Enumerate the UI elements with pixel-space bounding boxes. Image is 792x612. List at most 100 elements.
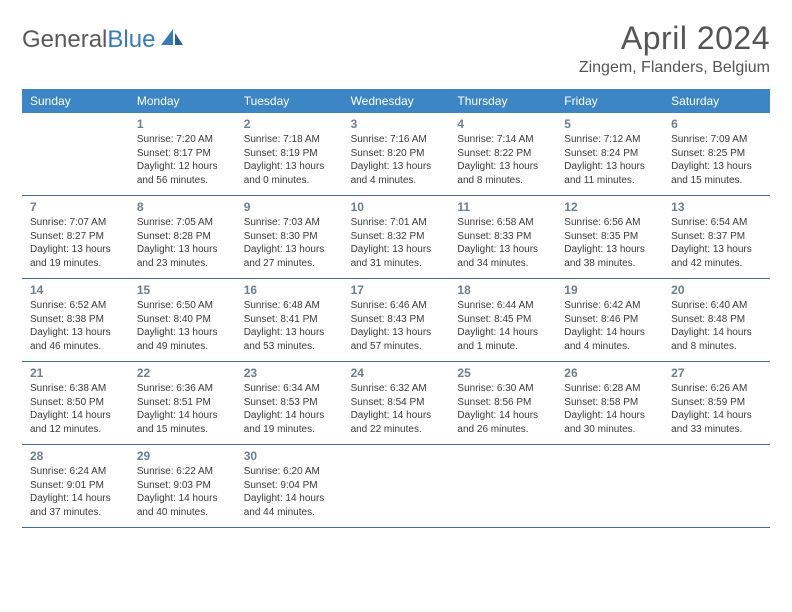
sunrise-line: Sunrise: 7:12 AM — [564, 133, 657, 147]
day-number: 1 — [137, 116, 230, 132]
day-cell: 10Sunrise: 7:01 AMSunset: 8:32 PMDayligh… — [343, 196, 450, 278]
day-cell: 25Sunrise: 6:30 AMSunset: 8:56 PMDayligh… — [449, 362, 556, 444]
dayname-header: Saturday — [663, 89, 770, 113]
sunset-line: Sunset: 8:50 PM — [30, 396, 123, 410]
daylight-line-2: and 22 minutes. — [351, 423, 444, 437]
day-cell: 9Sunrise: 7:03 AMSunset: 8:30 PMDaylight… — [236, 196, 343, 278]
sunrise-line: Sunrise: 7:14 AM — [457, 133, 550, 147]
weeks-container: 1Sunrise: 7:20 AMSunset: 8:17 PMDaylight… — [22, 113, 770, 528]
sunrise-line: Sunrise: 6:22 AM — [137, 465, 230, 479]
sunset-line: Sunset: 8:37 PM — [671, 230, 764, 244]
sunrise-line: Sunrise: 6:52 AM — [30, 299, 123, 313]
daylight-line-2: and 1 minute. — [457, 340, 550, 354]
header: GeneralBlue April 2024 Zingem, Flanders,… — [22, 20, 770, 77]
daylight-line-2: and 38 minutes. — [564, 257, 657, 271]
day-number: 24 — [351, 365, 444, 381]
daylight-line-1: Daylight: 13 hours — [351, 243, 444, 257]
dayname-header: Friday — [556, 89, 663, 113]
sunset-line: Sunset: 8:24 PM — [564, 147, 657, 161]
daylight-line-2: and 56 minutes. — [137, 174, 230, 188]
day-cell — [663, 445, 770, 527]
daylight-line-1: Daylight: 13 hours — [244, 243, 337, 257]
daylight-line-1: Daylight: 12 hours — [137, 160, 230, 174]
day-number: 9 — [244, 199, 337, 215]
sunrise-line: Sunrise: 6:24 AM — [30, 465, 123, 479]
day-cell: 26Sunrise: 6:28 AMSunset: 8:58 PMDayligh… — [556, 362, 663, 444]
sunrise-line: Sunrise: 6:32 AM — [351, 382, 444, 396]
sunrise-line: Sunrise: 6:28 AM — [564, 382, 657, 396]
sunset-line: Sunset: 8:22 PM — [457, 147, 550, 161]
day-cell: 2Sunrise: 7:18 AMSunset: 8:19 PMDaylight… — [236, 113, 343, 195]
day-number: 18 — [457, 282, 550, 298]
day-cell: 12Sunrise: 6:56 AMSunset: 8:35 PMDayligh… — [556, 196, 663, 278]
daylight-line-1: Daylight: 13 hours — [30, 243, 123, 257]
day-number: 30 — [244, 448, 337, 464]
sunrise-line: Sunrise: 7:05 AM — [137, 216, 230, 230]
daylight-line-2: and 49 minutes. — [137, 340, 230, 354]
day-number: 8 — [137, 199, 230, 215]
daylight-line-2: and 8 minutes. — [457, 174, 550, 188]
sunset-line: Sunset: 9:01 PM — [30, 479, 123, 493]
day-number: 23 — [244, 365, 337, 381]
day-cell: 24Sunrise: 6:32 AMSunset: 8:54 PMDayligh… — [343, 362, 450, 444]
day-cell: 8Sunrise: 7:05 AMSunset: 8:28 PMDaylight… — [129, 196, 236, 278]
daylight-line-1: Daylight: 14 hours — [30, 492, 123, 506]
daylight-line-2: and 8 minutes. — [671, 340, 764, 354]
sunrise-line: Sunrise: 7:01 AM — [351, 216, 444, 230]
dayname-header: Tuesday — [236, 89, 343, 113]
day-number: 15 — [137, 282, 230, 298]
daylight-line-2: and 30 minutes. — [564, 423, 657, 437]
daylight-line-2: and 23 minutes. — [137, 257, 230, 271]
daylight-line-1: Daylight: 13 hours — [137, 243, 230, 257]
daylight-line-1: Daylight: 14 hours — [457, 409, 550, 423]
daylight-line-1: Daylight: 14 hours — [564, 326, 657, 340]
calendar-grid: SundayMondayTuesdayWednesdayThursdayFrid… — [22, 89, 770, 528]
sunset-line: Sunset: 8:45 PM — [457, 313, 550, 327]
day-cell: 15Sunrise: 6:50 AMSunset: 8:40 PMDayligh… — [129, 279, 236, 361]
sunrise-line: Sunrise: 6:36 AM — [137, 382, 230, 396]
sunrise-line: Sunrise: 7:09 AM — [671, 133, 764, 147]
sunset-line: Sunset: 8:56 PM — [457, 396, 550, 410]
dayname-header: Thursday — [449, 89, 556, 113]
daylight-line-1: Daylight: 14 hours — [351, 409, 444, 423]
day-cell: 6Sunrise: 7:09 AMSunset: 8:25 PMDaylight… — [663, 113, 770, 195]
sunset-line: Sunset: 8:46 PM — [564, 313, 657, 327]
daylight-line-2: and 44 minutes. — [244, 506, 337, 520]
daylight-line-2: and 42 minutes. — [671, 257, 764, 271]
day-cell: 5Sunrise: 7:12 AMSunset: 8:24 PMDaylight… — [556, 113, 663, 195]
daylight-line-1: Daylight: 14 hours — [244, 409, 337, 423]
daylight-line-1: Daylight: 13 hours — [457, 160, 550, 174]
day-number: 6 — [671, 116, 764, 132]
day-cell: 14Sunrise: 6:52 AMSunset: 8:38 PMDayligh… — [22, 279, 129, 361]
daylight-line-1: Daylight: 13 hours — [30, 326, 123, 340]
sunrise-line: Sunrise: 6:56 AM — [564, 216, 657, 230]
sunrise-line: Sunrise: 6:40 AM — [671, 299, 764, 313]
daylight-line-1: Daylight: 13 hours — [671, 243, 764, 257]
day-cell: 18Sunrise: 6:44 AMSunset: 8:45 PMDayligh… — [449, 279, 556, 361]
day-number: 20 — [671, 282, 764, 298]
daylight-line-2: and 57 minutes. — [351, 340, 444, 354]
sunset-line: Sunset: 8:38 PM — [30, 313, 123, 327]
day-number: 26 — [564, 365, 657, 381]
daylight-line-1: Daylight: 14 hours — [671, 409, 764, 423]
sunrise-line: Sunrise: 6:44 AM — [457, 299, 550, 313]
sunset-line: Sunset: 8:28 PM — [137, 230, 230, 244]
day-cell: 27Sunrise: 6:26 AMSunset: 8:59 PMDayligh… — [663, 362, 770, 444]
daylight-line-1: Daylight: 14 hours — [564, 409, 657, 423]
day-number: 25 — [457, 365, 550, 381]
day-number: 12 — [564, 199, 657, 215]
sunset-line: Sunset: 8:54 PM — [351, 396, 444, 410]
day-number: 21 — [30, 365, 123, 381]
sunset-line: Sunset: 9:03 PM — [137, 479, 230, 493]
sunrise-line: Sunrise: 6:50 AM — [137, 299, 230, 313]
daylight-line-1: Daylight: 13 hours — [457, 243, 550, 257]
sunrise-line: Sunrise: 7:18 AM — [244, 133, 337, 147]
day-cell: 21Sunrise: 6:38 AMSunset: 8:50 PMDayligh… — [22, 362, 129, 444]
day-number: 13 — [671, 199, 764, 215]
day-cell: 29Sunrise: 6:22 AMSunset: 9:03 PMDayligh… — [129, 445, 236, 527]
sunrise-line: Sunrise: 6:38 AM — [30, 382, 123, 396]
day-cell: 17Sunrise: 6:46 AMSunset: 8:43 PMDayligh… — [343, 279, 450, 361]
daylight-line-2: and 37 minutes. — [30, 506, 123, 520]
daylight-line-1: Daylight: 13 hours — [244, 160, 337, 174]
sunset-line: Sunset: 8:30 PM — [244, 230, 337, 244]
